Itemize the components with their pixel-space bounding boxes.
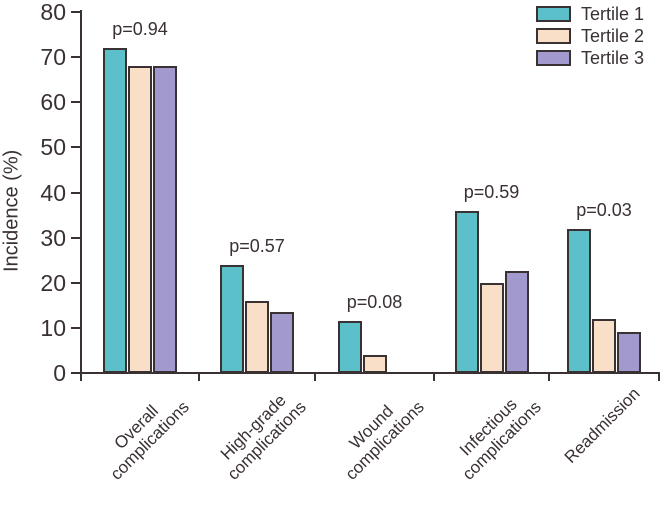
bar-tertile1	[103, 48, 127, 373]
y-tick	[71, 101, 80, 104]
y-tick-label: 10	[40, 314, 66, 341]
legend: Tertile 1 Tertile 2 Tertile 3	[536, 4, 645, 68]
y-tick	[71, 372, 80, 374]
p-value-label: p=0.08	[346, 292, 403, 313]
y-tick	[71, 326, 80, 329]
x-tick	[658, 373, 660, 381]
bar-group	[103, 48, 177, 373]
bar-tertile2	[479, 282, 504, 373]
y-tick	[71, 11, 80, 13]
legend-label: Tertile 2	[581, 26, 645, 46]
y-tick	[71, 56, 80, 59]
legend-item-tertile-1: Tertile 1	[536, 4, 645, 24]
y-tick	[71, 146, 80, 149]
y-axis-line	[80, 10, 82, 375]
y-tick	[71, 191, 80, 194]
bar-group	[567, 228, 641, 373]
bar-tertile1	[454, 210, 479, 373]
bar-group	[220, 264, 294, 373]
p-value-label: p=0.94	[112, 19, 168, 40]
legend-label: Tertile 1	[581, 4, 645, 24]
bar-group	[337, 321, 387, 373]
y-tick	[71, 236, 80, 239]
bar-tertile1	[220, 264, 244, 373]
bar-group	[454, 210, 529, 373]
x-category-label: Infectious complications	[455, 394, 545, 484]
y-tick-label: 30	[40, 224, 66, 251]
x-category-label: Readmission	[560, 384, 644, 467]
bar-tertile2	[362, 354, 387, 373]
bar-tertile3	[153, 66, 177, 373]
legend-swatch-tertile-3-icon	[536, 50, 571, 66]
y-tick-label: 80	[40, 0, 66, 25]
p-value-label: p=0.03	[576, 199, 632, 220]
x-tick	[314, 373, 316, 381]
x-category-label: High-grade complications	[216, 390, 310, 484]
bar-tertile2	[245, 300, 269, 373]
legend-item-tertile-3: Tertile 3	[536, 48, 645, 68]
y-tick-label: 60	[40, 89, 66, 116]
y-tick-label: 70	[40, 44, 66, 71]
x-tick	[80, 373, 82, 381]
legend-swatch-tertile-2-icon	[536, 28, 571, 44]
x-tick	[433, 373, 435, 381]
x-category-label: Wound complications	[341, 397, 428, 484]
y-tick-label: 50	[40, 134, 66, 161]
x-axis-line	[80, 372, 660, 374]
y-tick-label: 0	[53, 360, 66, 386]
x-tick	[548, 373, 550, 381]
legend-item-tertile-2: Tertile 2	[536, 26, 645, 46]
p-value-label: p=0.57	[229, 235, 285, 256]
bar-tertile3	[617, 332, 641, 373]
legend-label: Tertile 3	[581, 48, 645, 68]
bar-tertile1	[567, 228, 591, 373]
bar-tertile1	[337, 321, 362, 373]
bar-tertile3	[270, 312, 294, 373]
p-value-label: p=0.59	[463, 181, 520, 202]
y-tick-label: 20	[40, 269, 66, 296]
x-category-label: Overall complications	[106, 397, 193, 484]
legend-swatch-tertile-1-icon	[536, 6, 571, 22]
bar-tertile2	[128, 66, 152, 373]
bar-tertile2	[592, 318, 616, 373]
y-tick-label: 40	[40, 179, 66, 206]
bar-tertile3	[504, 271, 529, 373]
x-tick	[198, 373, 200, 381]
y-tick	[71, 281, 80, 284]
